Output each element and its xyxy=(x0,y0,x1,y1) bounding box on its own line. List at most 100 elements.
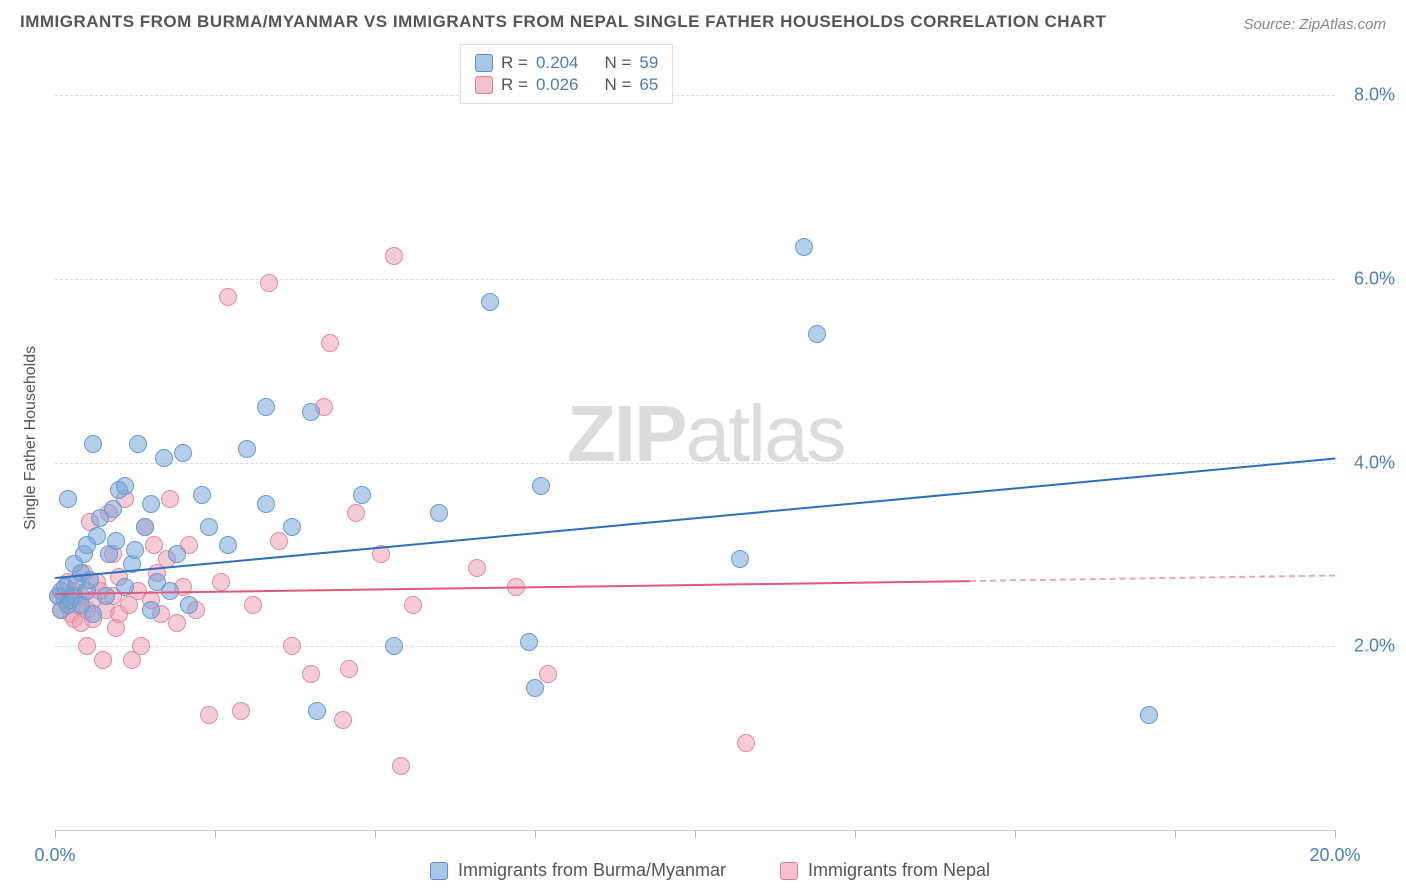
legend-n-value: 65 xyxy=(639,75,658,95)
burma-point xyxy=(193,486,211,504)
legend-n-label: N = xyxy=(604,75,631,95)
burma-point xyxy=(129,435,147,453)
legend-swatch xyxy=(780,862,798,880)
xtick xyxy=(1175,830,1176,838)
gridline xyxy=(55,279,1335,280)
nepal-point xyxy=(321,334,339,352)
burma-point xyxy=(126,541,144,559)
nepal-point xyxy=(161,490,179,508)
nepal-point xyxy=(244,596,262,614)
watermark: ZIPatlas xyxy=(567,388,844,480)
burma-point xyxy=(808,325,826,343)
legend-series-nepal: Immigrants from Nepal xyxy=(780,860,990,881)
burma-point xyxy=(142,601,160,619)
xtick xyxy=(695,830,696,838)
legend-r-value: 0.204 xyxy=(536,53,579,73)
legend-swatch xyxy=(430,862,448,880)
burma-point xyxy=(353,486,371,504)
burma-point xyxy=(84,605,102,623)
nepal-point xyxy=(404,596,422,614)
chart-title: IMMIGRANTS FROM BURMA/MYANMAR VS IMMIGRA… xyxy=(20,12,1106,32)
nepal-point xyxy=(232,702,250,720)
gridline xyxy=(55,95,1335,96)
legend-n-value: 59 xyxy=(639,53,658,73)
nepal-point xyxy=(283,637,301,655)
nepal-point xyxy=(347,504,365,522)
legend-n-label: N = xyxy=(604,53,631,73)
xtick xyxy=(215,830,216,838)
burma-point xyxy=(174,444,192,462)
xtick xyxy=(375,830,376,838)
nepal-point xyxy=(78,637,96,655)
nepal-point xyxy=(737,734,755,752)
burma-point xyxy=(430,504,448,522)
trend-line xyxy=(55,458,1335,579)
burma-point xyxy=(97,587,115,605)
burma-point xyxy=(520,633,538,651)
trend-line xyxy=(970,575,1335,583)
nepal-point xyxy=(212,573,230,591)
burma-point xyxy=(219,536,237,554)
nepal-point xyxy=(539,665,557,683)
nepal-point xyxy=(168,614,186,632)
legend-swatch xyxy=(475,54,493,72)
watermark-light: atlas xyxy=(685,389,844,478)
burma-point xyxy=(180,596,198,614)
nepal-point xyxy=(334,711,352,729)
burma-point xyxy=(795,238,813,256)
legend-r-value: 0.026 xyxy=(536,75,579,95)
legend-r-label: R = xyxy=(501,75,528,95)
burma-point xyxy=(238,440,256,458)
legend-row: R = 0.026 N = 65 xyxy=(475,75,658,95)
burma-point xyxy=(302,403,320,421)
nepal-point xyxy=(94,651,112,669)
burma-point xyxy=(283,518,301,536)
burma-point xyxy=(308,702,326,720)
burma-point xyxy=(168,545,186,563)
nepal-point xyxy=(392,757,410,775)
burma-point xyxy=(481,293,499,311)
legend-series-label: Immigrants from Nepal xyxy=(808,860,990,881)
gridline xyxy=(55,646,1335,647)
nepal-point xyxy=(219,288,237,306)
burma-point xyxy=(142,495,160,513)
burma-point xyxy=(257,398,275,416)
nepal-point xyxy=(132,637,150,655)
xtick-label: 20.0% xyxy=(1309,845,1360,866)
burma-point xyxy=(385,637,403,655)
burma-point xyxy=(78,536,96,554)
nepal-point xyxy=(260,274,278,292)
nepal-point xyxy=(270,532,288,550)
legend-r-label: R = xyxy=(501,53,528,73)
nepal-point xyxy=(200,706,218,724)
legend-correlation: R = 0.204 N = 59 R = 0.026 N = 65 xyxy=(460,44,673,104)
nepal-point xyxy=(302,665,320,683)
burma-point xyxy=(1140,706,1158,724)
xtick xyxy=(55,830,56,838)
nepal-point xyxy=(385,247,403,265)
xtick-label: 0.0% xyxy=(34,845,75,866)
burma-point xyxy=(136,518,154,536)
plot-area: ZIPatlas 2.0%4.0%6.0%8.0%0.0%20.0% xyxy=(55,40,1335,831)
burma-point xyxy=(731,550,749,568)
gridline xyxy=(55,463,1335,464)
xtick xyxy=(535,830,536,838)
y-axis-label: Single Father Households xyxy=(22,346,40,530)
legend-swatch xyxy=(475,76,493,94)
xtick xyxy=(855,830,856,838)
ytick-label: 2.0% xyxy=(1345,636,1395,657)
nepal-point xyxy=(468,559,486,577)
burma-point xyxy=(200,518,218,536)
watermark-bold: ZIP xyxy=(567,389,685,478)
ytick-label: 6.0% xyxy=(1345,268,1395,289)
burma-point xyxy=(532,477,550,495)
legend-series-label: Immigrants from Burma/Myanmar xyxy=(458,860,726,881)
xtick xyxy=(1015,830,1016,838)
burma-point xyxy=(116,477,134,495)
burma-point xyxy=(526,679,544,697)
ytick-label: 4.0% xyxy=(1345,452,1395,473)
nepal-point xyxy=(340,660,358,678)
xtick xyxy=(1335,830,1336,838)
source-label: Source: ZipAtlas.com xyxy=(1243,16,1386,33)
burma-point xyxy=(104,500,122,518)
